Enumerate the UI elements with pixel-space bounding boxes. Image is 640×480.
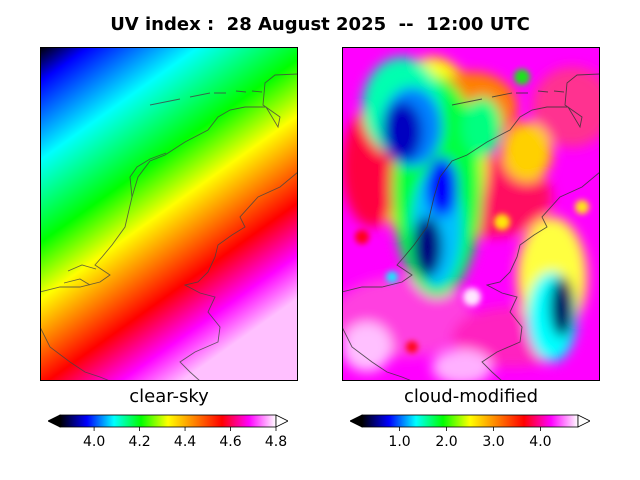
coastline-clear [40,73,298,381]
cloud-modified-caption: cloud-modified [403,386,539,407]
cloud-modified-colorbar-tick-label: 2.0 [435,434,457,450]
cloud-modified-colorbar-tick-label: 1.0 [388,434,410,450]
clear-sky-colorbar: 4.0 4.2 4.4 4.6 4.8 [48,414,288,450]
cloud-speckle [355,69,589,353]
cloud-modified-colorbar: 1.0 2.0 3.0 4.0 [350,414,590,450]
cloud-modified-colorbar-tick-label: 4.0 [529,434,551,450]
clear-sky-colorbar-tick-label: 4.2 [128,434,150,450]
cloud-structure [342,57,600,381]
cloud-modified-colorbar-min-extend [350,414,363,428]
cloud-modified-colorbar-max-extend [577,414,590,428]
cloud-modified-colorbar-tick-label: 3.0 [482,434,504,450]
clear-sky-colorbar-tick-label: 4.8 [265,434,287,450]
clear-sky-field [40,47,298,381]
clear-sky-colorbar-min-extend [48,414,61,428]
clear-sky-colorbar-max-extend [275,414,288,428]
clear-sky-map [40,47,298,381]
figure-title: UV index : 28 August 2025 -- 12:00 UTC [110,14,530,35]
clear-sky-colorbar-gradient [59,414,277,428]
clear-sky-colorbar-tick-label: 4.6 [219,434,241,450]
clear-sky-caption: clear-sky [129,386,209,407]
cloud-modified-map [342,47,600,381]
clear-sky-colorbar-tick-label: 4.0 [83,434,105,450]
cloud-modified-colorbar-gradient [361,414,579,428]
coastline-cloud [342,73,600,381]
clear-sky-colorbar-tick-label: 4.4 [174,434,196,450]
